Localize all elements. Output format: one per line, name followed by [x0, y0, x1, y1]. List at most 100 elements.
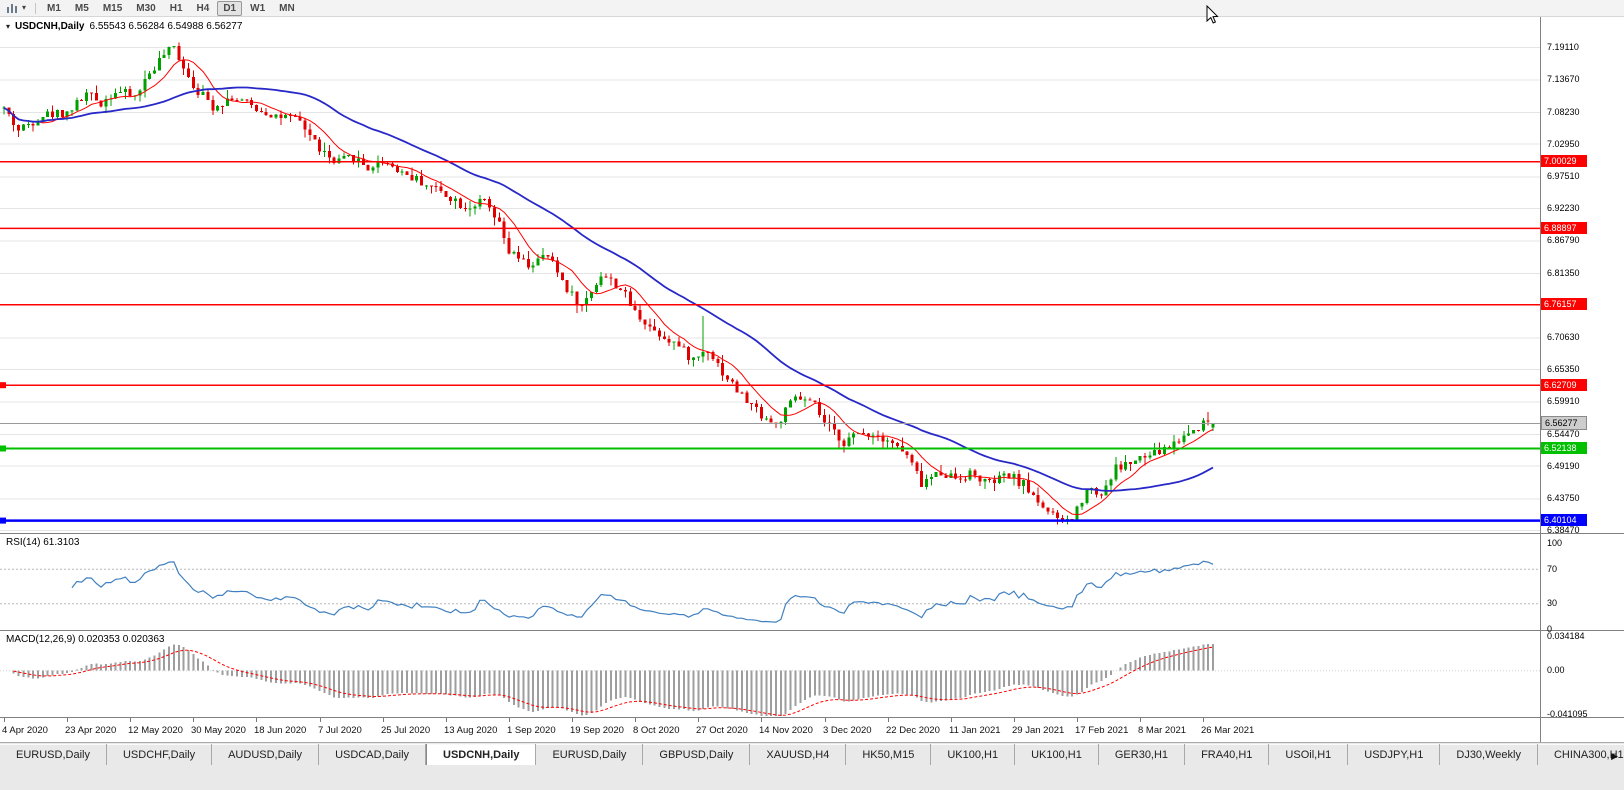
main-chart-canvas[interactable]	[0, 17, 1624, 533]
price-axis-label: 7.19110	[1547, 41, 1579, 52]
date-label: 22 Dec 2020	[886, 725, 940, 736]
tab-UK100-H1[interactable]: UK100,H1	[931, 744, 1016, 765]
time-axis-tick	[1014, 718, 1015, 722]
date-label: 17 Feb 2021	[1075, 725, 1129, 736]
price-tag-7.00029: 7.00029	[1541, 155, 1587, 168]
tab-GBPUSD-Daily[interactable]: GBPUSD,Daily	[643, 744, 751, 765]
hline-left-marker	[0, 382, 6, 389]
moving-average-34	[3, 86, 1214, 492]
chart-symbol-label: USDCNH,Daily	[15, 21, 85, 32]
tab-XAUUSD-H4[interactable]: XAUUSD,H4	[750, 744, 847, 765]
rsi-indicator-panel[interactable]: RSI(14) 61.3103 100 70 30 0	[0, 534, 1624, 634]
tab-EURUSD-Daily[interactable]: EURUSD,Daily	[536, 744, 644, 765]
tab-USDCHF-Daily[interactable]: USDCHF,Daily	[106, 744, 213, 765]
candle-bodies	[2, 46, 1215, 522]
macd-canvas	[0, 643, 1540, 716]
time-axis-tick	[572, 718, 573, 722]
tab-USOil-H1[interactable]: USOil,H1	[1269, 744, 1349, 765]
rsi-axis-label: 70	[1547, 563, 1558, 574]
time-axis-tick	[1077, 718, 1078, 722]
macd-label: MACD(12,26,9) 0.020353 0.020363	[6, 634, 165, 645]
price-axis-label: 7.08230	[1547, 107, 1580, 118]
price-axis-label: 6.65350	[1547, 363, 1580, 374]
tab-CHINA300-H1[interactable]: CHINA300,H1	[1537, 744, 1624, 765]
moving-average-8	[3, 59, 1214, 516]
chart-title: ▾ USDCNH,Daily 6.55543 6.56284 6.54988 6…	[6, 21, 242, 32]
price-axis-label: 7.13670	[1547, 74, 1580, 85]
time-axis-tick	[761, 718, 762, 722]
price-tag-6.52138: 6.52138	[1541, 442, 1587, 455]
price-tag-6.76157: 6.76157	[1541, 298, 1587, 311]
price-axis-separator	[1540, 17, 1541, 742]
date-label: 26 Mar 2021	[1201, 725, 1255, 736]
tab-DJ30-Weekly[interactable]: DJ30,Weekly	[1440, 744, 1538, 765]
time-axis-tick	[1140, 718, 1141, 722]
timeframe-button-M30[interactable]: M30	[136, 2, 156, 14]
bid-price-tag: 6.56277	[1541, 416, 1587, 431]
rsi-axis-label: 30	[1547, 598, 1558, 609]
time-axis-tick	[888, 718, 889, 722]
toolbar-separator	[35, 2, 37, 14]
timeframe-button-M5[interactable]: M5	[74, 2, 89, 14]
macd-histogram	[12, 643, 1214, 716]
tab-scroll-right-icon[interactable]: ▶	[1611, 751, 1618, 761]
chart-type-icon[interactable]	[4, 3, 20, 14]
tab-HK50-M15[interactable]: HK50,M15	[846, 744, 932, 765]
rsi-axis-label: 100	[1547, 538, 1563, 548]
time-axis-tick	[130, 718, 131, 722]
timeframe-button-M1[interactable]: M1	[47, 2, 61, 14]
price-axis-label: 6.86790	[1547, 235, 1580, 246]
time-axis[interactable]: 4 Apr 2020 23 Apr 2020 12 May 2020 30 May 2…	[0, 718, 1624, 742]
time-axis-tick	[4, 718, 5, 722]
price-axis-label: 6.59910	[1547, 396, 1580, 407]
tab-GER30-H1[interactable]: GER30,H1	[1098, 744, 1186, 765]
price-axis-label: 6.81350	[1547, 268, 1580, 279]
date-label: 3 Dec 2020	[823, 725, 872, 736]
price-axis-label: 6.54470	[1547, 429, 1580, 440]
date-label: 23 Apr 2020	[65, 725, 117, 736]
main-chart-panel[interactable]: ▾ USDCNH,Daily 6.55543 6.56284 6.54988 6…	[0, 17, 1624, 535]
date-label: 30 May 2020	[191, 725, 246, 736]
chart-type-dropdown-icon[interactable]: ▾	[22, 3, 27, 12]
time-axis-tick	[67, 718, 68, 722]
price-axis-label: 6.97510	[1547, 171, 1580, 182]
time-axis-tick	[256, 718, 257, 722]
macd-axis-label: 0.00	[1547, 665, 1565, 676]
timeframe-button-H1[interactable]: H1	[169, 2, 183, 14]
date-label: 25 Jul 2020	[381, 725, 431, 736]
price-axis-label: 6.92230	[1547, 202, 1580, 213]
date-label: 19 Sep 2020	[570, 725, 624, 736]
price-axis-label: 6.43750	[1547, 493, 1580, 504]
tab-USDCNH-Daily[interactable]: USDCNH,Daily	[426, 744, 537, 765]
tab-UK100-H1[interactable]: UK100,H1	[1015, 744, 1099, 765]
timeframe-button-D1[interactable]: D1	[217, 0, 243, 16]
timeframe-button-M15[interactable]: M15	[102, 2, 123, 14]
date-label: 12 May 2020	[128, 725, 183, 736]
macd-indicator-panel[interactable]: MACD(12,26,9) 0.020353 0.020363 0.034184…	[0, 631, 1624, 719]
timeframe-toolbar: ▾ M1 M5 M15 M30 H1 H4 D1 W1 MN	[0, 0, 1624, 17]
price-tag-6.88897: 6.88897	[1541, 221, 1587, 234]
tab-USDCAD-Daily[interactable]: USDCAD,Daily	[319, 744, 427, 765]
tab-USDJPY-H1[interactable]: USDJPY,H1	[1348, 744, 1441, 765]
timeframe-button-H4[interactable]: H4	[196, 2, 210, 14]
tab-AUDUSD-Daily[interactable]: AUDUSD,Daily	[212, 744, 320, 765]
hline-left-marker	[0, 445, 6, 452]
chart-tab-bar: EURUSD,Daily USDCHF,Daily AUDUSD,Daily USDC…	[0, 742, 1624, 790]
macd-axis-label: -0.041095	[1547, 709, 1588, 719]
timeframe-button-MN[interactable]: MN	[279, 2, 295, 14]
mouse-cursor-icon	[1206, 5, 1219, 24]
chart-context-icon[interactable]: ▾	[6, 21, 11, 31]
rsi-line	[71, 560, 1214, 623]
time-axis-tick	[635, 718, 636, 722]
time-axis-tick	[383, 718, 384, 722]
tab-FRA40-H1[interactable]: FRA40,H1	[1185, 744, 1270, 765]
date-label: 4 Apr 2020	[2, 725, 48, 736]
date-label: 1 Sep 2020	[507, 725, 556, 736]
tab-EURUSD-Daily[interactable]: EURUSD,Daily	[0, 744, 107, 765]
date-label: 8 Mar 2021	[1138, 725, 1187, 736]
price-axis-label: 7.02950	[1547, 138, 1580, 149]
time-axis-tick	[1203, 718, 1204, 722]
rsi-canvas	[0, 560, 1540, 623]
candle-wicks	[3, 42, 1214, 525]
timeframe-button-W1[interactable]: W1	[250, 2, 266, 14]
